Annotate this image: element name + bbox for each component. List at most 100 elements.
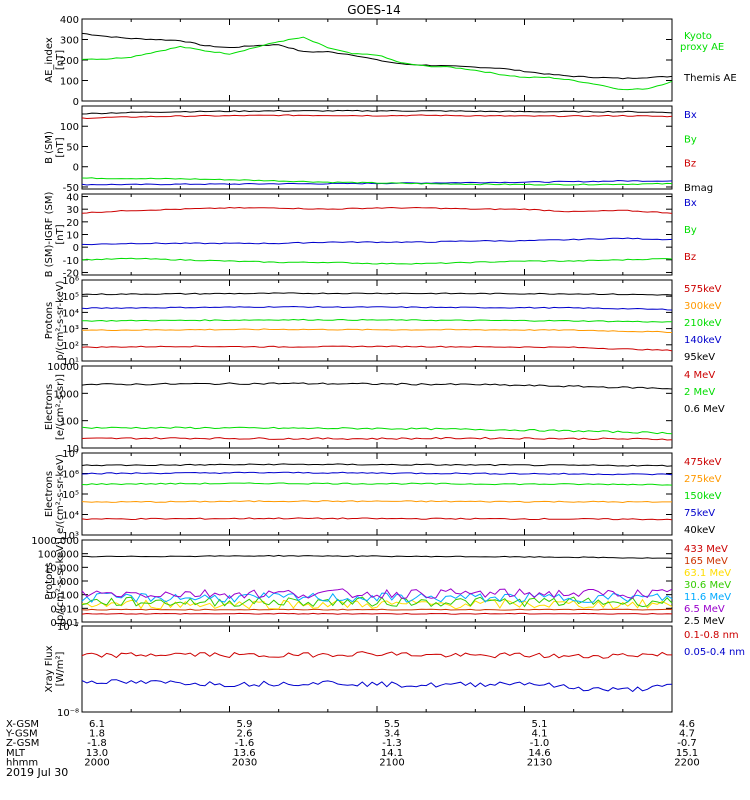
legend-item-140kev: 140keV — [684, 335, 722, 346]
legend-item-bz: Bz — [684, 159, 696, 170]
y-axis-label: Electrons — [44, 471, 55, 517]
y-axis-units: [p/(cm²-s-sr-keV)] — [55, 537, 66, 625]
series-line-30-6-mev — [81, 596, 673, 608]
footer-value: 6.1 — [89, 719, 105, 730]
footer-value: 13.0 — [86, 748, 108, 759]
series-line-40kev — [81, 463, 673, 467]
y-tick-label: 100 — [60, 77, 79, 88]
series-line-bx — [81, 237, 673, 246]
legend-item-by: By — [684, 225, 697, 236]
legend-item-bz: Bz — [684, 252, 696, 263]
panel-8: 10⁻⁸ 10⁻⁷ Xray Flux [W/m²] 0.1-0.8 nm 0.05-0.… — [44, 622, 745, 719]
footer-value: -1.8 — [87, 738, 107, 749]
y-tick-label: 10⁴ — [62, 308, 79, 319]
series-line-by — [81, 177, 673, 186]
legend-item-2-mev: 2 MeV — [684, 387, 715, 398]
y-tick-label: 10 — [66, 231, 79, 242]
y-tick-label: 100 — [60, 122, 79, 133]
footer-value: 2100 — [379, 757, 404, 768]
footer-value: -1.6 — [235, 738, 255, 749]
series-line-75kev — [81, 471, 673, 476]
legend-item-75kev: 75keV — [684, 508, 715, 519]
footer-row-label: X-GSM — [6, 719, 39, 730]
footer-value: 2130 — [527, 757, 552, 768]
legend-item-165-mev: 165 MeV — [684, 556, 728, 567]
y-tick-label: 40 — [66, 193, 79, 204]
y-axis-units: [nT] — [55, 137, 66, 157]
footer-value: 2030 — [232, 757, 257, 768]
series-line-0-6-mev — [81, 382, 673, 390]
series-line-275kev — [81, 500, 672, 504]
y-tick-label: 200 — [60, 56, 79, 67]
series-line-bz — [81, 114, 673, 120]
y-axis-units: p/(cm²-s-sr-keV) — [55, 280, 66, 360]
y-tick-label: 10³ — [62, 531, 79, 542]
y-axis-label: Electrons — [44, 384, 55, 430]
footer-value: 4.7 — [679, 729, 695, 740]
y-tick-label: 100.000 — [38, 550, 79, 561]
y-axis-label: Protons — [44, 562, 55, 599]
legend-item-bx: Bx — [684, 110, 697, 121]
y-tick-label: 1000.000 — [31, 536, 79, 547]
series-line-575kev — [81, 345, 673, 352]
footer-row-label: hhmm — [6, 757, 38, 768]
series-line-2-5-mev — [82, 554, 673, 559]
panel-frame — [81, 625, 673, 713]
legend-item: Kyoto — [684, 31, 712, 42]
footer-value: 5.5 — [384, 719, 400, 730]
footer-value: 15.1 — [676, 748, 698, 759]
y-axis-label: B (SM) — [44, 131, 55, 164]
footer-value: 13.6 — [233, 748, 255, 759]
panel-frame — [81, 105, 673, 190]
series-line-210kev — [82, 318, 673, 323]
legend-item-210kev: 210keV — [684, 318, 722, 329]
legend-item-475kev: 475keV — [684, 457, 722, 468]
panel-6: 10³ 10⁴ 10⁵ 10⁶ 10⁷ Electrons e/(cm²-s-sr-keV)… — [44, 449, 722, 542]
series-line-11-6-mev — [81, 592, 673, 603]
y-tick-label: 1.000 — [50, 577, 79, 588]
y-tick-label: 10² — [62, 341, 79, 352]
legend-item-300kev: 300keV — [684, 301, 722, 312]
panel-5: 10 100 1000 10000 Electrons [e/(cm²-s-sr)] 4 M… — [44, 362, 725, 455]
y-tick-label: 1000 — [54, 389, 79, 400]
legend-item-275kev: 275keV — [684, 474, 722, 485]
y-tick-label: 10⁵ — [62, 490, 79, 501]
series-line-kyoto-proxy-ae — [81, 36, 673, 91]
panel-4: 10¹ 10² 10³ 10⁴ 10⁵ 10⁶ Protons p/(cm²-s-sr-keV… — [44, 276, 722, 368]
footer-value: 2200 — [674, 757, 699, 768]
footer-value: 5.9 — [237, 719, 253, 730]
series-line-0-05-0-4-nm — [81, 679, 673, 693]
y-tick-label: 10⁷ — [62, 449, 79, 460]
y-tick-label: 100 — [60, 417, 79, 428]
series-line-bz — [81, 206, 673, 214]
y-tick-label: 400 — [60, 15, 79, 26]
legend-item-575kev: 575keV — [684, 284, 722, 295]
y-tick-label: 10⁶ — [62, 470, 79, 481]
footer-value: 4.6 — [679, 719, 695, 730]
y-tick-label: 300 — [60, 36, 79, 47]
panel-2: -50 0 50 100 B (SM) [nT] Bx By Bz Bmag — [44, 105, 713, 194]
legend-item-11-6-mev: 11.6 MeV — [684, 592, 731, 603]
series-line-themis-ae — [81, 32, 673, 80]
y-tick-label: 10 — [66, 444, 79, 455]
legend-item-2-5-mev: 2.5 MeV — [684, 616, 725, 627]
series-line-300kev — [81, 328, 672, 333]
legend-item: proxy AE — [680, 42, 724, 53]
footer-row-label: Y-GSM — [5, 729, 38, 740]
legend-item-6-5-mev: 6.5 MeV — [684, 604, 725, 615]
y-tick-label: 0 — [73, 243, 79, 254]
y-tick-label: 0 — [73, 163, 79, 174]
footer-value: 2.6 — [237, 729, 253, 740]
footer-value: 14.6 — [528, 748, 550, 759]
y-tick-label: 10.000 — [44, 563, 79, 574]
footer-row-label: Z-GSM — [6, 738, 39, 749]
legend-item-95kev: 95keV — [684, 352, 715, 363]
panel-frame — [81, 365, 673, 449]
series-line-0-1-0-8-nm — [81, 651, 672, 659]
legend-item-63-1-mev: 63.1 MeV — [684, 568, 731, 579]
footer-value: 5.1 — [532, 719, 548, 730]
legend-item-150kev: 150keV — [684, 491, 722, 502]
